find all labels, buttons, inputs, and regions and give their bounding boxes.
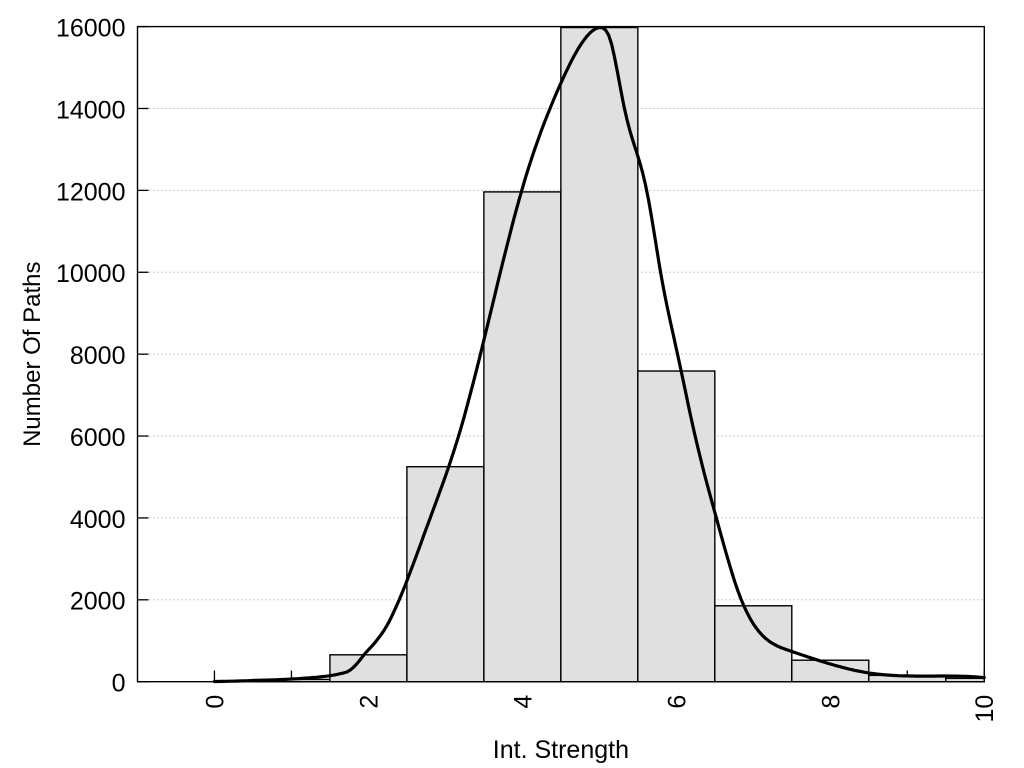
svg-text:8000: 8000 (70, 342, 126, 370)
svg-text:6: 6 (663, 695, 691, 709)
svg-text:0: 0 (201, 695, 229, 709)
svg-text:0: 0 (112, 670, 126, 698)
svg-text:2000: 2000 (70, 588, 126, 616)
svg-text:Number Of Paths: Number Of Paths (19, 261, 46, 446)
svg-text:16000: 16000 (56, 15, 126, 43)
svg-text:8: 8 (817, 695, 845, 709)
svg-text:10000: 10000 (56, 260, 126, 288)
svg-text:4000: 4000 (70, 506, 126, 534)
svg-text:14000: 14000 (56, 96, 126, 124)
svg-text:Int. Strength: Int. Strength (493, 736, 629, 764)
svg-text:6000: 6000 (70, 424, 126, 452)
svg-text:4: 4 (509, 695, 537, 709)
svg-text:2: 2 (355, 695, 383, 709)
svg-text:10: 10 (971, 695, 999, 723)
svg-text:12000: 12000 (56, 178, 126, 206)
